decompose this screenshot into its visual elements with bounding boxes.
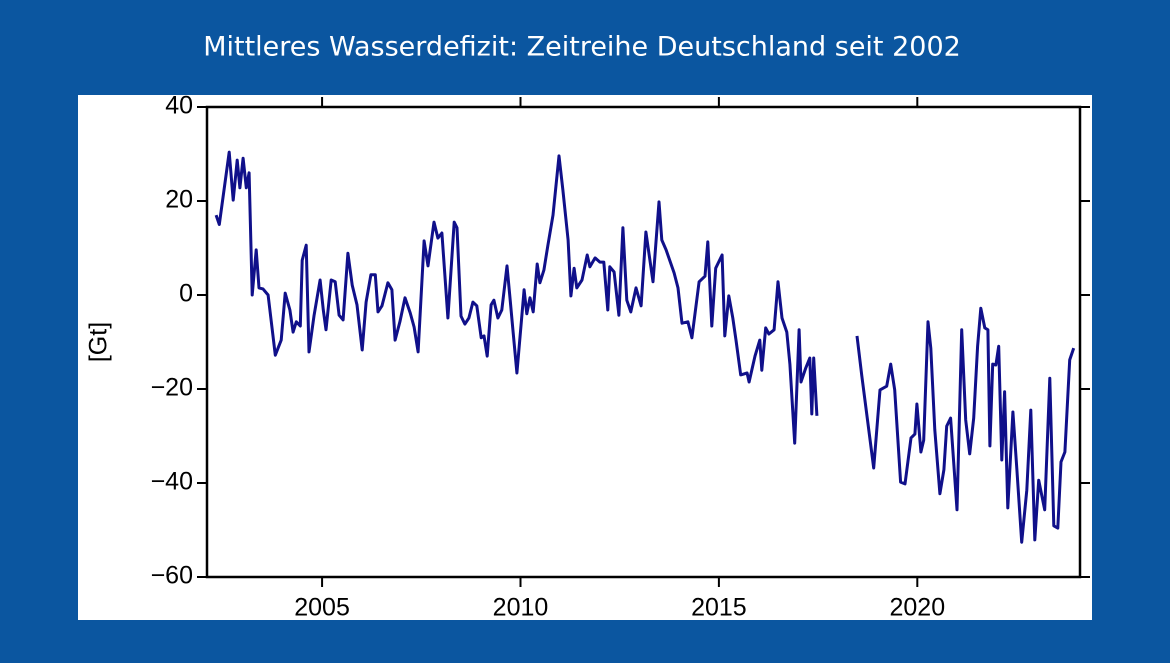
chart-title: Mittleres Wasserdefizit: Zeitreihe Deuts… [203,32,961,63]
y-axis-label: [Gt] [85,322,113,362]
plot-frame [205,105,1082,579]
y-tick-label: −60 [151,562,193,590]
x-tick-label: 2010 [493,594,549,622]
x-tick-label: 2015 [691,594,747,622]
x-tick-label: 2005 [294,594,350,622]
y-tick-label: 20 [165,186,193,214]
data-line [214,150,1076,544]
y-tick-label: 0 [179,280,193,308]
x-tick-label: 2020 [889,594,945,622]
y-tick-label: 40 [165,92,193,120]
y-tick-label: −40 [151,468,193,496]
y-tick-label: −20 [151,374,193,402]
